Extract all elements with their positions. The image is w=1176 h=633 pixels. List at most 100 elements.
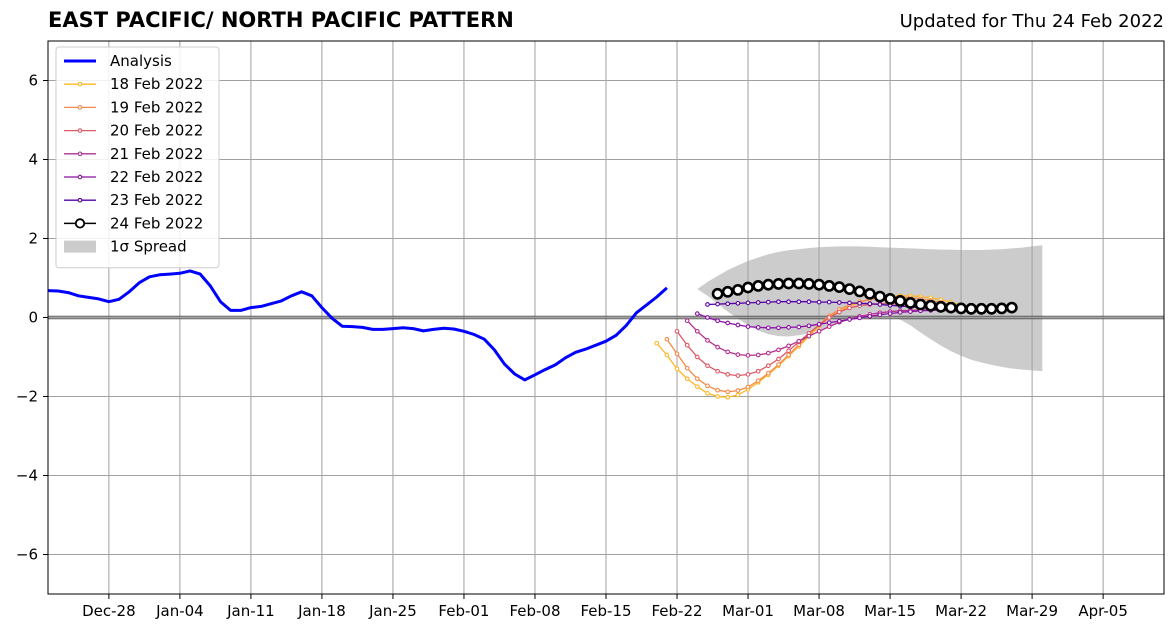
forecast-point [786,352,791,358]
forecast-point [715,318,720,324]
forecast-point [847,305,852,311]
y-tick-label: −2 [16,388,38,406]
forecast-point [806,323,812,329]
forecast-point [755,378,761,384]
forecast-point [735,300,741,306]
forecast-point [955,302,967,315]
x-tick-label: Jan-11 [226,602,275,620]
legend-entry: 23 Feb 2022 [64,191,203,209]
forecast-point [752,279,765,292]
forecast-point [725,389,731,395]
legend-label: 19 Feb 2022 [110,98,203,116]
forecast-point [914,298,927,311]
forecast-point [796,324,802,330]
forecast-point [877,302,883,307]
forecast-point [826,320,832,325]
forecast-point [694,328,700,334]
x-tick-label: Mar-22 [935,602,987,620]
forecast-point [745,324,751,329]
forecast-point [715,394,720,399]
legend-label: 21 Feb 2022 [110,145,203,163]
forecast-point [776,362,781,367]
forecast-point [765,363,771,369]
legend-entry: 1σ Spread [64,238,187,256]
forecast-point [705,338,710,343]
forecast-point [725,372,731,377]
updated-label: Updated for Thu 24 Feb 2022 [899,11,1164,32]
forecast-point [816,299,822,305]
forecast-point [826,324,832,329]
forecast-point [965,302,978,315]
forecast-point [745,300,751,306]
forecast-point [776,325,781,331]
y-tick-label: 4 [28,151,38,169]
forecast-point [725,394,731,400]
forecast-point [782,277,795,290]
x-tick-label: Jan-04 [155,602,204,620]
forecast-point [894,294,907,307]
forecast-point [684,342,690,348]
forecast-point [934,300,947,313]
forecast-point [776,299,781,305]
x-tick-label: Apr-05 [1078,602,1128,620]
forecast-point [715,301,720,307]
forecast-point [745,372,751,377]
forecast-point [816,328,822,334]
spread-band [697,245,1043,372]
forecast-point [924,299,937,312]
forecast-point [705,363,710,369]
forecast-point [975,302,988,315]
x-tick-label: Dec-28 [82,602,136,620]
forecast-point [755,368,761,374]
forecast-point [813,278,825,291]
forecast-point [786,325,791,330]
forecast-point [735,392,741,398]
legend-box [55,46,220,269]
forecast-point [732,283,744,296]
forecast-point [796,338,802,344]
forecast-point [823,279,836,292]
forecast-point [816,321,822,327]
x-tick-label: Feb-22 [651,602,702,620]
forecast-point [694,384,700,389]
forecast-point [863,287,876,300]
series-layer [47,269,1018,400]
forecast-point [694,311,700,316]
legend-marker [77,151,83,157]
forecast-point [705,390,710,396]
forecast-point [674,351,680,357]
forecast-point [721,285,734,298]
forecast-point [806,333,812,339]
legend-entry: 20 Feb 2022 [64,122,203,140]
forecast-point [874,290,886,303]
forecast-point [786,343,791,349]
forecast-point [745,384,751,390]
forecast-point [867,301,873,307]
forecast-point [867,313,873,319]
legend-marker [77,174,83,180]
forecast-point [725,349,731,355]
legend: Analysis 18 Feb 2022 19 Feb 2022 20 Feb 202… [55,46,220,269]
legend-entry: Analysis [64,52,172,70]
forecast-point [836,300,842,305]
forecast-point [803,277,815,290]
forecast-point [654,340,660,346]
forecast-point [735,388,741,393]
y-tick-label: −4 [16,467,38,485]
forecast-point [847,317,852,322]
legend-label: 1σ Spread [110,238,187,256]
x-tick-label: Feb-08 [509,602,560,620]
legend-marker [77,197,83,203]
forecast-point [711,287,724,300]
forecast-point [715,368,720,374]
forecast-point [908,309,913,314]
legend-marker [74,218,86,229]
forecast-point [762,278,775,291]
x-tick-label: Jan-25 [368,602,417,620]
forecast-point [755,352,761,358]
forecast-point [796,299,802,305]
chart-title: EAST PACIFIC/ NORTH PACIFIC PATTERN [48,8,514,32]
legend-label: 24 Feb 2022 [110,214,203,232]
legend-label: 18 Feb 2022 [110,75,203,93]
